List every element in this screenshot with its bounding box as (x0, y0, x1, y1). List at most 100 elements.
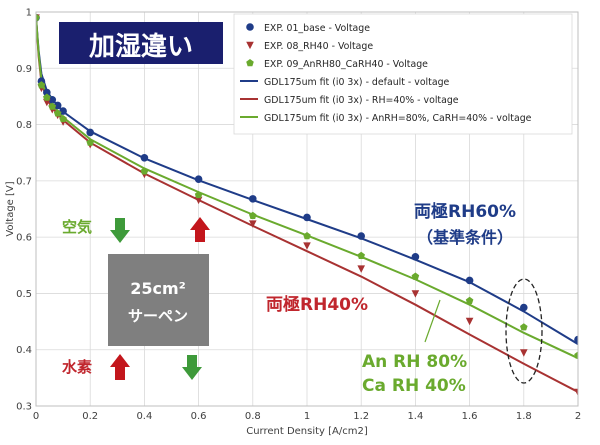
legend: EXP. 01_base - Voltage EXP. 08_RH40 - Vol… (233, 13, 573, 135)
air-indicator: 空気 (62, 217, 210, 243)
air-down-arrow-icon (110, 218, 130, 243)
cell-size-box: 25cm² サーペン (108, 254, 209, 346)
rh40-label: 両極RH40% (266, 294, 368, 315)
x-tick-label: 1 (304, 411, 310, 422)
y-tick-label: 0.3 (16, 402, 32, 413)
data-point-series-1 (249, 220, 257, 228)
anca-label-line2: Ca RH 40% (362, 376, 466, 396)
y-tick-label: 0.5 (16, 289, 32, 300)
legend-box (233, 13, 573, 135)
data-point-series-2 (53, 109, 62, 117)
h2-down-arrow-icon (182, 355, 202, 380)
series-line-5 (36, 17, 578, 360)
y-tick-label: 0.4 (16, 345, 32, 356)
x-tick-label: 0 (33, 411, 39, 422)
data-point-series-2 (194, 190, 203, 199)
y-tick-label: 0.9 (16, 64, 32, 75)
plot-frame (35, 11, 579, 407)
air-up-arrow-icon (190, 217, 210, 242)
anca-label-line1: An RH 80% (362, 352, 467, 372)
rh60-label-line2: （基準条件） (417, 228, 513, 247)
data-point-series-0 (140, 153, 149, 162)
data-point-series-2 (249, 211, 257, 219)
data-point-series-2 (574, 351, 578, 359)
data-point-series-1 (194, 196, 203, 205)
air-label: 空気 (62, 218, 92, 236)
h2-label: 水素 (62, 358, 92, 376)
data-point-series-0 (59, 107, 67, 115)
legend-label-1: EXP. 08_RH40 - Voltage (264, 41, 373, 52)
x-tick-label: 0.2 (82, 411, 98, 422)
data-point-series-0 (43, 88, 51, 97)
anca-callout: An RH 80% Ca RH 40% (362, 299, 467, 396)
data-point-series-0 (574, 335, 578, 344)
data-point-series-2 (303, 232, 311, 240)
data-point-series-2 (411, 272, 420, 280)
legend-label-3: GDL175um fit (i0 3x) - default - voltage (264, 77, 450, 88)
legend-label-2: EXP. 09_AnRH80_CaRH40 - Voltage (264, 59, 428, 70)
data-point-series-2 (48, 102, 57, 110)
data-markers (36, 13, 578, 397)
plot-area (36, 13, 578, 397)
x-tick-label: 2 (575, 411, 581, 422)
y-axis-ticks: 0.3 0.4 0.5 0.6 0.7 0.8 0.9 1 (16, 8, 32, 413)
data-point-series-1 (303, 242, 311, 250)
x-tick-label: 1.8 (516, 411, 532, 422)
legend-label-5: GDL175um fit (i0 3x) - AnRH=80%, CaRH=40… (264, 113, 532, 124)
y-axis-label: Voltage [V] (5, 181, 16, 236)
data-point-series-1 (520, 349, 528, 357)
data-point-series-1 (574, 388, 578, 397)
data-point-series-2 (43, 93, 51, 101)
legend-items: EXP. 01_base - Voltage EXP. 08_RH40 - Vol… (240, 23, 532, 124)
cell-size-box-bg (108, 254, 209, 346)
data-point-series-0 (86, 128, 94, 137)
x-tick-label: 1.6 (462, 411, 478, 422)
data-point-series-2 (59, 114, 67, 123)
anca-pointer-line (424, 299, 441, 343)
y-tick-label: 0.7 (16, 176, 32, 187)
x-tick-label: 0.6 (191, 411, 207, 422)
data-point-series-1 (465, 317, 474, 326)
data-point-series-2 (140, 167, 149, 175)
x-axis-label: Current Density [A/cm2] (246, 426, 368, 437)
data-point-series-2 (520, 323, 528, 331)
data-point-series-0 (48, 96, 57, 104)
highlight-ellipse (505, 278, 543, 384)
title-badge: 加湿違い (59, 22, 223, 64)
rh60-callout: 両極RH60% （基準条件） (414, 201, 516, 247)
cell-size-line1: 25cm² (130, 279, 185, 298)
y-tick-label: 0.6 (16, 233, 32, 244)
data-point-series-2 (36, 13, 40, 21)
legend-label-4: GDL175um fit (i0 3x) - RH=40% - voltage (264, 95, 459, 106)
title-badge-text: 加湿違い (89, 32, 193, 62)
data-point-series-1 (411, 290, 420, 298)
data-point-series-0 (520, 303, 528, 312)
x-tick-label: 0.4 (136, 411, 152, 422)
data-point-series-2 (86, 138, 94, 146)
data-point-series-2 (357, 251, 365, 259)
x-tick-label: 1.4 (407, 411, 423, 422)
data-point-series-0 (411, 253, 420, 261)
legend-label-0: EXP. 01_base - Voltage (264, 23, 370, 34)
data-point-series-0 (249, 195, 257, 203)
data-point-series-0 (53, 101, 62, 110)
h2-indicator: 水素 (62, 354, 202, 380)
h2-up-arrow-icon (110, 354, 130, 380)
rh60-label-line1: 両極RH60% (414, 201, 516, 222)
title-badge-bg (59, 22, 223, 64)
data-point-series-0 (357, 232, 366, 240)
legend-marker-1 (246, 41, 254, 50)
cell-size-line2: サーペン (128, 307, 188, 325)
x-tick-label: 1.2 (353, 411, 369, 422)
data-point-series-2 (465, 296, 474, 304)
data-point-series-2 (37, 81, 46, 89)
x-axis-ticks: 0 0.2 0.4 0.6 0.8 1 1.2 1.4 1.6 1.8 2 (33, 411, 581, 422)
y-tick-label: 1 (26, 8, 32, 19)
legend-marker-0 (246, 23, 254, 31)
data-point-series-0 (465, 276, 474, 285)
data-point-series-0 (194, 175, 203, 183)
x-tick-label: 0.8 (245, 411, 261, 422)
data-point-series-0 (303, 213, 311, 222)
legend-marker-2 (246, 59, 254, 67)
